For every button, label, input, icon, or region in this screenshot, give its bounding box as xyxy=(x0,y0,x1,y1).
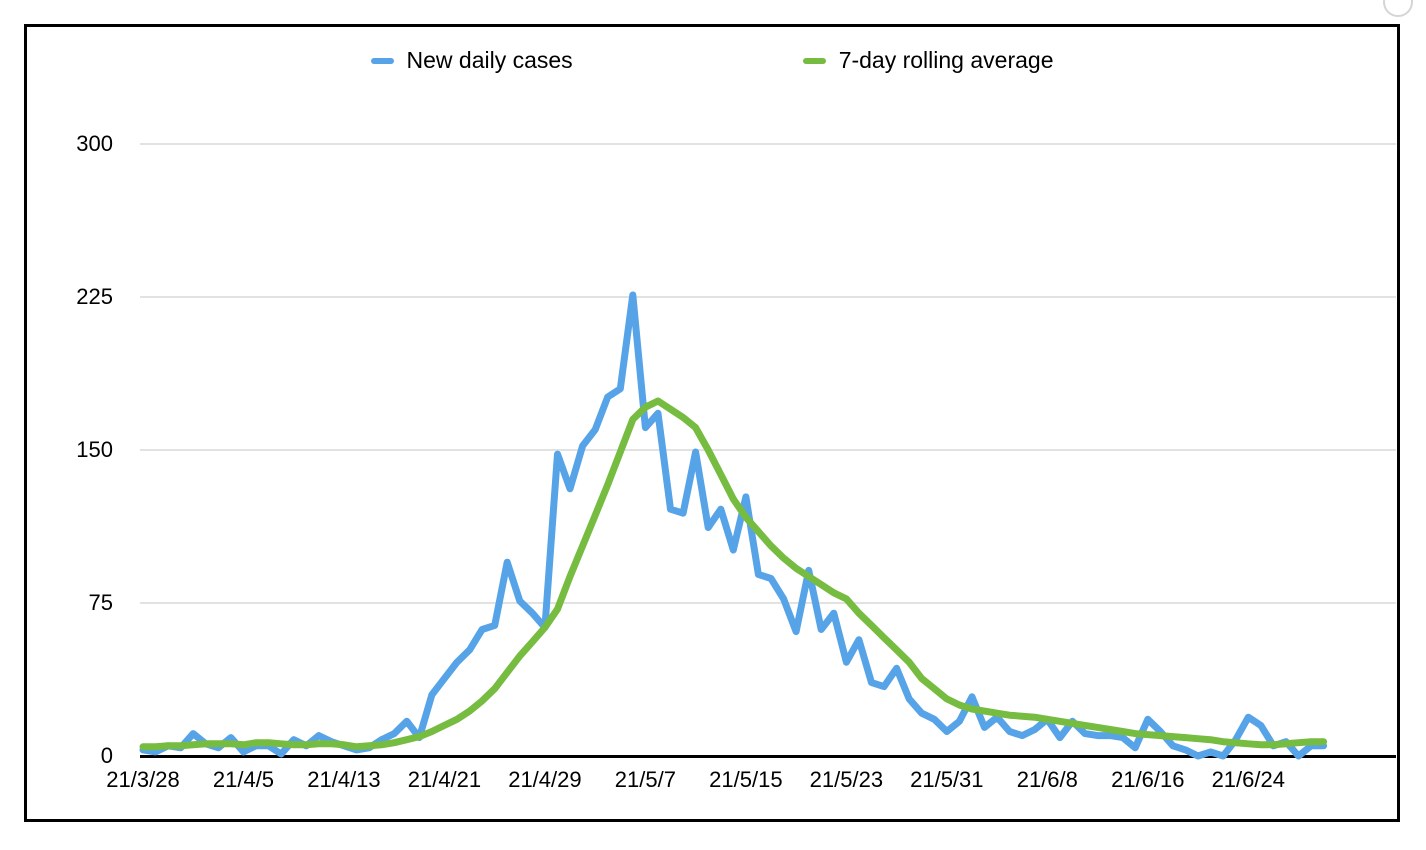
legend-label-rolling-average: 7-day rolling average xyxy=(838,47,1054,73)
y-tick-label-150: 150 xyxy=(76,437,113,462)
y-tick-label-75: 75 xyxy=(88,590,113,615)
x-tick-label-21-3-28: 21/3/28 xyxy=(106,767,180,792)
y-tick-label-0: 0 xyxy=(100,743,113,768)
x-tick-label-21-4-29: 21/4/29 xyxy=(508,767,582,792)
x-tick-label-21-5-31: 21/5/31 xyxy=(910,767,984,792)
legend-item-new-daily-cases: New daily cases xyxy=(370,47,573,74)
y-tick-label-225: 225 xyxy=(76,284,113,309)
legend-label-new-daily-cases: New daily cases xyxy=(406,47,573,73)
legend-item-rolling-average: 7-day rolling average xyxy=(802,47,1054,74)
x-tick-label-21-6-16: 21/6/16 xyxy=(1111,767,1185,792)
x-tick-label-21-4-21: 21/4/21 xyxy=(407,767,482,792)
chart-legend: New daily cases 7-day rolling average xyxy=(24,47,1400,74)
x-tick-label-21-4-5: 21/4/5 xyxy=(212,767,275,792)
cutoff-circle-decoration xyxy=(1383,0,1413,17)
legend-swatch-green-icon xyxy=(802,57,826,64)
legend-swatch-blue-icon xyxy=(370,57,394,64)
x-tick-label-21-6-8: 21/6/8 xyxy=(1016,767,1078,792)
chart-frame xyxy=(24,24,1400,822)
x-tick-label-21-5-23: 21/5/23 xyxy=(809,767,884,792)
y-tick-label-300: 300 xyxy=(76,131,113,156)
x-tick-label-21-5-15: 21/5/15 xyxy=(709,767,783,792)
x-tick-label-21-4-13: 21/4/13 xyxy=(307,767,381,792)
x-tick-label-21-6-24: 21/6/24 xyxy=(1211,767,1285,792)
x-tick-label-21-5-7: 21/5/7 xyxy=(614,767,676,792)
